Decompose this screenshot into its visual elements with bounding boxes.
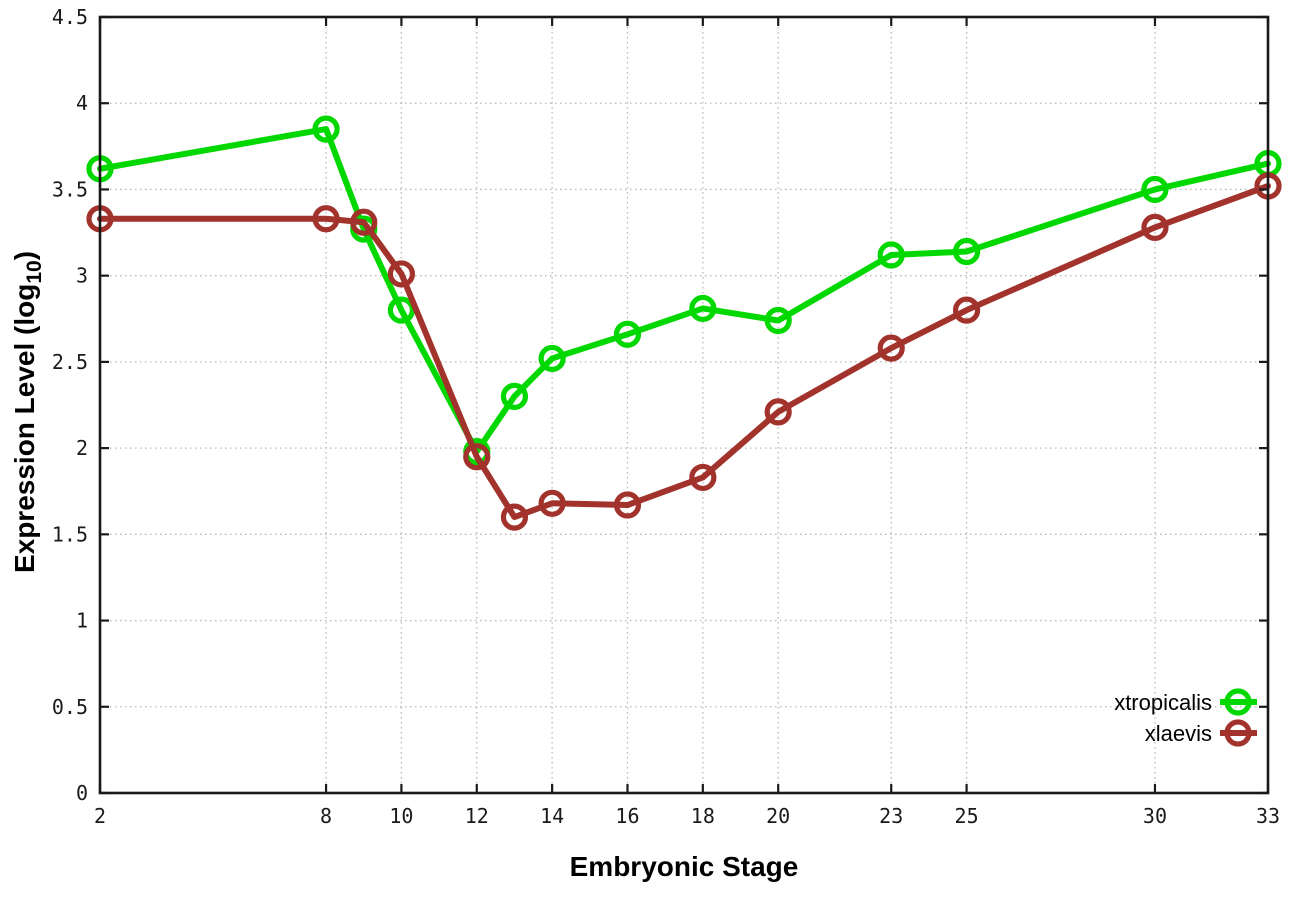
x-tick-label: 25 bbox=[955, 804, 979, 828]
marker-xtropicalis bbox=[1141, 175, 1169, 204]
y-tick-label: 3 bbox=[76, 264, 88, 288]
marker-xtropicalis bbox=[877, 241, 905, 269]
x-tick-label: 14 bbox=[540, 804, 564, 828]
y-tick-label: 2 bbox=[76, 436, 88, 460]
legend-label-xlaevis: xlaevis bbox=[1145, 721, 1212, 746]
legend-marker-xlaevis bbox=[1224, 719, 1252, 747]
y-axis-title-subscript: 10 bbox=[23, 260, 46, 283]
marker-xtropicalis bbox=[500, 382, 529, 410]
y-tick-label: 1 bbox=[76, 609, 88, 633]
marker-xtropicalis bbox=[764, 306, 792, 335]
series-line-xtropicalis bbox=[97, 126, 1271, 455]
axis-ticks bbox=[98, 15, 1270, 795]
y-tick-label: 0 bbox=[76, 781, 88, 805]
marker-xtropicalis bbox=[689, 294, 717, 323]
marker-xtropicalis bbox=[613, 320, 642, 348]
marker-xlaevis bbox=[689, 463, 717, 492]
marker-xtropicalis bbox=[538, 344, 566, 373]
y-axis-title: Expression Level (log10) bbox=[9, 251, 46, 573]
x-tick-label: 30 bbox=[1143, 804, 1167, 828]
marker-xtropicalis bbox=[952, 237, 981, 266]
x-tick-label: 23 bbox=[879, 804, 903, 828]
y-tick-label: 3.5 bbox=[52, 177, 88, 201]
y-tick-label: 4 bbox=[76, 91, 88, 115]
legend-item-xlaevis: xlaevis bbox=[1145, 719, 1257, 747]
legend-marker-xtropicalis bbox=[1224, 688, 1252, 716]
marker-xlaevis bbox=[463, 443, 491, 471]
legend-label-xtropicalis: xtropicalis bbox=[1114, 690, 1212, 715]
x-tick-label: 33 bbox=[1256, 804, 1280, 828]
marker-xlaevis bbox=[538, 489, 566, 517]
y-tick-label: 2.5 bbox=[52, 350, 88, 374]
marker-xlaevis bbox=[387, 260, 416, 288]
marker-xlaevis bbox=[764, 398, 792, 426]
marker-xtropicalis bbox=[387, 296, 416, 324]
marker-xlaevis bbox=[312, 205, 340, 233]
series-line-xlaevis bbox=[97, 182, 1271, 521]
marker-xlaevis bbox=[500, 503, 529, 531]
marker-xtropicalis bbox=[312, 115, 340, 143]
legend: xtropicalis xlaevis bbox=[1114, 688, 1257, 747]
marker-xlaevis bbox=[350, 208, 378, 236]
x-tick-label: 8 bbox=[320, 804, 332, 828]
y-tick-label: 4.5 bbox=[52, 5, 88, 29]
y-tick-label: 0.5 bbox=[52, 695, 88, 719]
series-xlaevis bbox=[86, 172, 1282, 531]
marker-xlaevis bbox=[877, 334, 905, 362]
marker-xlaevis bbox=[613, 491, 642, 519]
x-tick-label: 2 bbox=[94, 804, 106, 828]
x-axis-title: Embryonic Stage bbox=[570, 851, 799, 882]
x-tick-label: 16 bbox=[615, 804, 639, 828]
plot-border bbox=[98, 15, 1270, 795]
y-tick-labels: 0 0.5 1 1.5 2 2.5 3 3.5 4 4.5 bbox=[52, 5, 88, 805]
x-tick-label: 12 bbox=[465, 804, 489, 828]
legend-item-xtropicalis: xtropicalis bbox=[1114, 688, 1257, 716]
marker-xlaevis bbox=[952, 296, 981, 324]
marker-xlaevis bbox=[1141, 213, 1169, 241]
plot-border-rect bbox=[98, 15, 1270, 795]
x-tick-labels: 2 8 10 12 14 16 18 20 23 25 30 33 bbox=[94, 804, 1280, 828]
x-tick-label: 20 bbox=[766, 804, 790, 828]
y-tick-label: 1.5 bbox=[52, 522, 88, 546]
x-tick-label: 18 bbox=[691, 804, 715, 828]
x-tick-label: 10 bbox=[389, 804, 413, 828]
data-series bbox=[86, 115, 1282, 531]
gridlines bbox=[100, 17, 1268, 793]
series-xtropicalis bbox=[86, 115, 1282, 466]
